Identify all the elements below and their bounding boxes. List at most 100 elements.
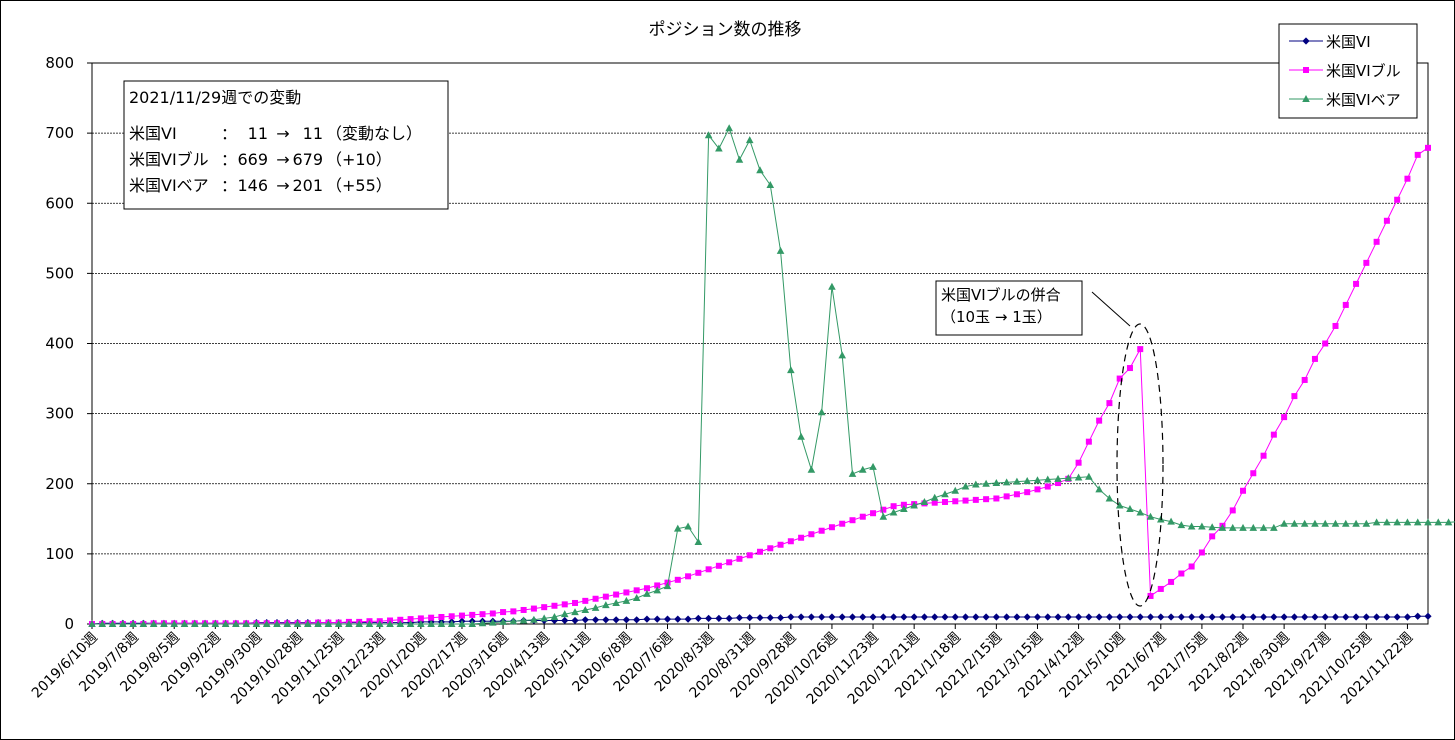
data-point: [1055, 480, 1062, 487]
data-point: [982, 613, 990, 621]
data-point: [1403, 518, 1412, 526]
data-point: [1352, 613, 1360, 621]
data-point: [797, 432, 805, 440]
data-point: [1424, 518, 1432, 526]
data-point: [776, 246, 785, 254]
data-point: [972, 613, 980, 621]
data-point: [736, 555, 743, 562]
data-point: [304, 620, 312, 627]
chart-title: ポジション数の推移: [649, 20, 802, 40]
data-point: [1126, 504, 1134, 512]
data-point: [972, 496, 979, 503]
data-point: [767, 545, 774, 552]
data-point: [1208, 523, 1216, 531]
data-point: [930, 493, 939, 501]
data-point: [1177, 521, 1186, 529]
data-point: [1321, 613, 1329, 621]
data-point: [550, 612, 559, 620]
data-point: [931, 613, 939, 621]
data-point: [818, 527, 825, 534]
data-point: [1301, 613, 1309, 621]
data-point: [746, 614, 754, 622]
data-point: [1137, 346, 1144, 353]
data-point: [848, 469, 857, 477]
data-point: [1300, 519, 1309, 527]
change-row-text: →: [276, 124, 289, 143]
data-point: [1126, 613, 1134, 621]
data-point: [530, 605, 537, 612]
data-point: [1362, 613, 1370, 621]
data-point: [858, 465, 867, 473]
data-point: [879, 512, 888, 520]
data-point: [602, 601, 610, 609]
data-point: [1373, 613, 1381, 621]
data-point: [139, 620, 148, 627]
y-tick-label: 700: [45, 124, 74, 142]
data-point: [108, 620, 117, 627]
legend-marker: [1302, 95, 1310, 102]
data-point: [293, 620, 302, 627]
data-point: [704, 131, 713, 139]
annotation-pointer-line: [1091, 291, 1131, 327]
data-point: [478, 619, 487, 627]
data-point: [1414, 612, 1422, 620]
change-row-text: 679: [292, 150, 323, 169]
data-point: [612, 598, 620, 606]
data-point: [715, 562, 722, 569]
data-point: [1013, 613, 1021, 621]
data-point: [633, 616, 641, 624]
data-point: [1228, 523, 1237, 531]
data-point: [613, 591, 620, 598]
data-point: [1290, 613, 1298, 621]
merge-ellipse: [1116, 323, 1164, 607]
data-point: [1106, 400, 1113, 407]
change-row-text: 11: [303, 124, 323, 143]
data-point: [1280, 613, 1288, 621]
data-point: [499, 617, 507, 625]
data-point: [952, 498, 959, 505]
series-layer: [88, 124, 1455, 628]
data-point: [1024, 489, 1031, 496]
data-point: [417, 620, 425, 627]
data-point: [1383, 217, 1390, 224]
data-point: [560, 610, 569, 618]
data-point: [1126, 365, 1133, 372]
data-point: [1168, 578, 1175, 585]
data-point: [757, 548, 763, 555]
data-point: [870, 510, 877, 517]
data-point: [602, 593, 609, 600]
data-point: [448, 613, 455, 620]
data-point: [622, 616, 630, 624]
data-point: [961, 613, 970, 621]
data-point: [386, 620, 394, 627]
change-row-text: （変動なし）: [326, 124, 422, 143]
data-point: [643, 585, 650, 592]
data-point: [149, 620, 158, 627]
data-point: [510, 608, 517, 615]
data-point: [828, 524, 835, 531]
data-point: [119, 620, 127, 627]
data-point: [1064, 474, 1073, 482]
change-row-text: ：: [221, 176, 237, 195]
data-point: [920, 497, 929, 505]
data-point: [602, 616, 610, 624]
data-point: [1167, 613, 1175, 621]
data-point: [1239, 613, 1247, 621]
change-row-text: ：: [221, 150, 237, 169]
data-point: [375, 620, 384, 627]
change-row-text: →: [276, 176, 289, 195]
data-point: [1013, 477, 1021, 485]
data-point: [787, 366, 795, 374]
data-point: [458, 612, 465, 619]
data-point: [972, 480, 980, 488]
data-point: [1332, 322, 1339, 329]
data-point: [674, 576, 681, 583]
data-point: [437, 620, 446, 627]
data-point: [941, 613, 949, 621]
data-point: [1331, 613, 1340, 621]
data-point: [1383, 518, 1391, 526]
change-row-text: 201: [292, 176, 323, 195]
data-point: [1259, 613, 1268, 621]
data-point: [417, 615, 424, 622]
data-point: [1301, 376, 1308, 383]
